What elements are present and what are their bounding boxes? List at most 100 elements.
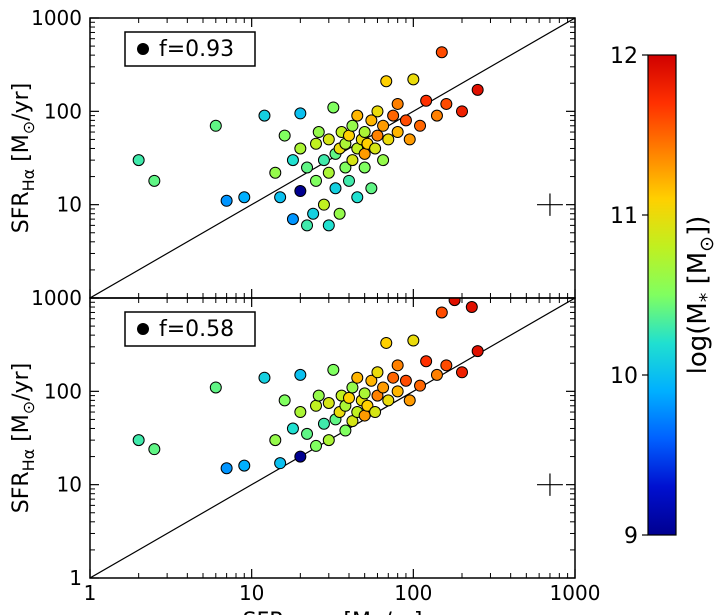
data-point (287, 423, 298, 434)
y-axis-label: SFRHα [M⊙/yr] (9, 363, 38, 514)
data-point (359, 162, 370, 173)
ytick-label: 1 (69, 566, 82, 590)
data-point (472, 84, 483, 95)
data-point (323, 134, 334, 145)
data-point (295, 186, 306, 197)
data-point (436, 307, 447, 318)
data-point (313, 127, 324, 138)
data-point (408, 74, 419, 85)
data-point (449, 295, 460, 306)
data-point (347, 382, 358, 393)
panel-bottom: 1101001000f=0.58SFRHα [M⊙/yr] (9, 286, 575, 590)
data-point (279, 130, 290, 141)
data-point (323, 435, 334, 446)
data-point (295, 108, 306, 119)
data-point (295, 407, 306, 418)
data-point (239, 460, 250, 471)
legend-text: f=0.58 (159, 317, 234, 342)
data-point (359, 410, 370, 421)
data-point (313, 390, 324, 401)
data-point (415, 120, 426, 131)
data-point (431, 369, 442, 380)
data-point (359, 148, 370, 159)
data-point (392, 386, 403, 397)
data-point (133, 435, 144, 446)
data-point (352, 110, 363, 121)
data-point (441, 360, 452, 371)
data-point (323, 397, 334, 408)
data-point (400, 375, 411, 386)
data-point (388, 110, 399, 121)
legend-bullet (137, 323, 149, 335)
data-point (366, 183, 377, 194)
data-point (347, 120, 358, 131)
data-point (295, 369, 306, 380)
data-point (308, 208, 319, 219)
data-point (431, 110, 442, 121)
data-point (323, 167, 334, 178)
data-point (378, 120, 389, 131)
data-point (404, 395, 415, 406)
data-point (259, 372, 270, 383)
data-point (347, 155, 358, 166)
data-point (295, 143, 306, 154)
data-point (302, 220, 313, 231)
xtick-label: 10 (239, 581, 264, 605)
data-point (392, 98, 403, 109)
data-point (378, 155, 389, 166)
data-point (404, 134, 415, 145)
data-point (133, 155, 144, 166)
data-point (456, 106, 467, 117)
data-point (343, 175, 354, 186)
data-point (210, 382, 221, 393)
data-point (210, 120, 221, 131)
data-point (275, 192, 286, 203)
data-point (359, 127, 370, 138)
data-point (421, 356, 432, 367)
data-point (370, 143, 381, 154)
legend-bullet (137, 43, 149, 55)
ytick-label: 100 (44, 99, 82, 123)
data-point (415, 380, 426, 391)
data-point (275, 458, 286, 469)
data-point (456, 367, 467, 378)
data-point (441, 98, 452, 109)
data-point (340, 425, 351, 436)
data-point (359, 388, 370, 399)
xtick-label: 1000 (550, 581, 601, 605)
data-point (287, 214, 298, 225)
data-point (400, 115, 411, 126)
data-point (392, 360, 403, 371)
data-point (328, 364, 339, 375)
data-point (318, 199, 329, 210)
data-point (408, 335, 419, 346)
colorbar-tick-label: 10 (610, 364, 638, 389)
data-point (472, 346, 483, 357)
x-axis-label: SFRIR+UV [M⊙/yr] (243, 609, 423, 615)
data-point (392, 127, 403, 138)
colorbar-tick-label: 11 (610, 204, 638, 229)
data-point (287, 155, 298, 166)
colorbar-tick-label: 9 (624, 524, 638, 549)
data-point (318, 418, 329, 429)
xtick-label: 100 (394, 581, 432, 605)
data-point (311, 175, 322, 186)
data-point (302, 162, 313, 173)
colorbar: 9101112log(M* [M⊙]) (610, 44, 718, 549)
data-point (311, 400, 322, 411)
ytick-label: 10 (57, 473, 82, 497)
data-point (466, 302, 477, 313)
ytick-label: 1000 (31, 6, 82, 30)
data-point (270, 167, 281, 178)
y-axis-label: SFRHα [M⊙/yr] (9, 83, 38, 234)
data-point (295, 451, 306, 462)
panel-top: 101001000f=0.93SFRHα [M⊙/yr] (9, 6, 575, 298)
data-point (279, 395, 290, 406)
data-point (334, 208, 345, 219)
xtick-label: 1 (84, 581, 97, 605)
data-point (381, 76, 392, 87)
data-point (343, 392, 354, 403)
ytick-label: 10 (57, 193, 82, 217)
data-point (383, 134, 394, 145)
data-point (311, 138, 322, 149)
